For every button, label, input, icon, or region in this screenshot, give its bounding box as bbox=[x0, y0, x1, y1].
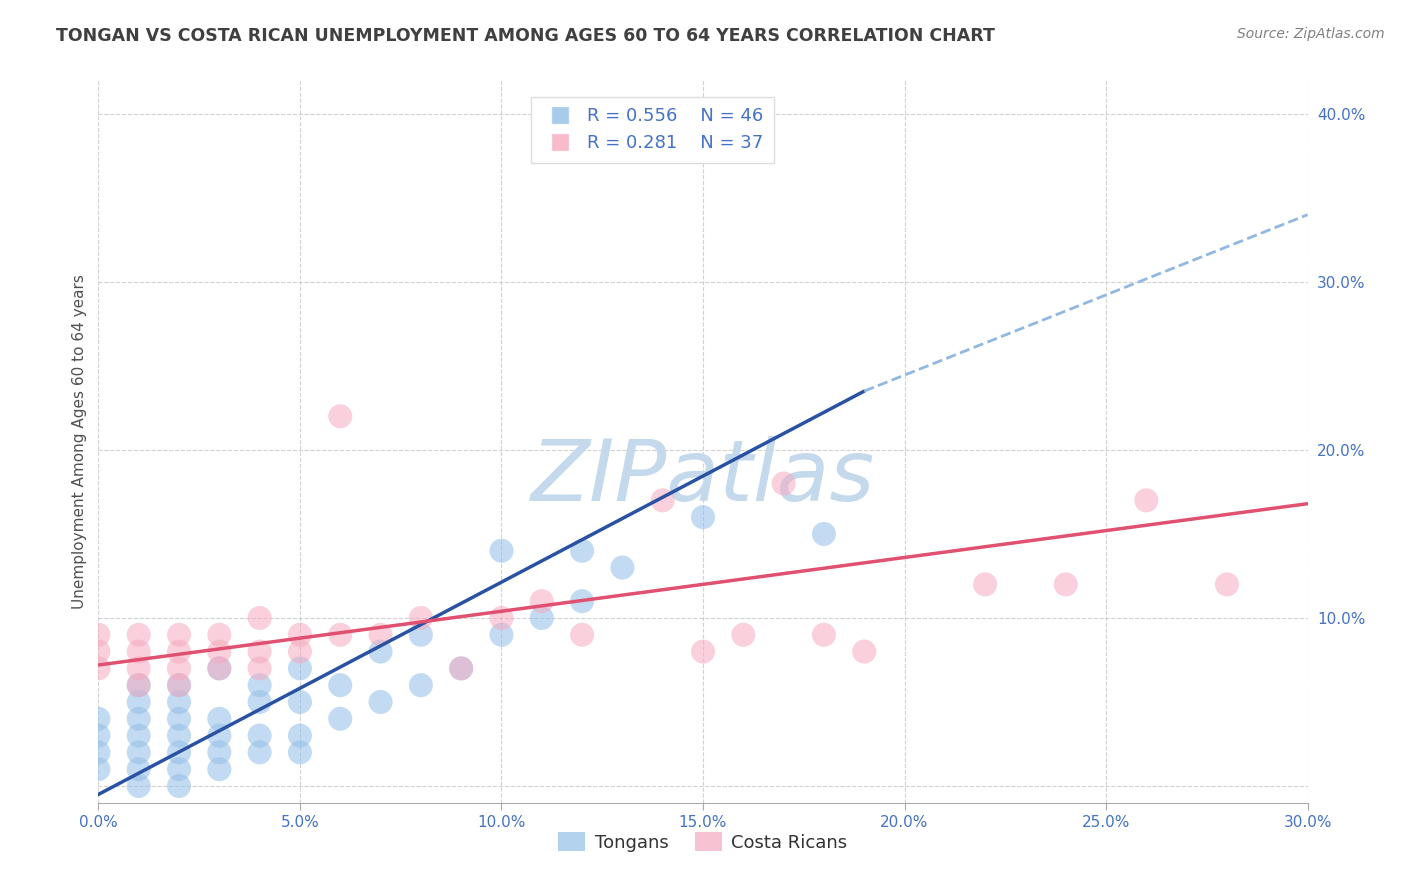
Point bbox=[1135, 493, 1157, 508]
Point bbox=[208, 661, 231, 675]
Legend: Tongans, Costa Ricans: Tongans, Costa Ricans bbox=[551, 825, 855, 859]
Point bbox=[128, 661, 150, 675]
Point bbox=[288, 644, 311, 658]
Point bbox=[208, 661, 231, 675]
Point bbox=[87, 644, 110, 658]
Point bbox=[491, 628, 513, 642]
Point bbox=[288, 628, 311, 642]
Point bbox=[409, 628, 432, 642]
Text: Source: ZipAtlas.com: Source: ZipAtlas.com bbox=[1237, 27, 1385, 41]
Point bbox=[370, 628, 392, 642]
Point bbox=[329, 712, 352, 726]
Point bbox=[692, 510, 714, 524]
Point bbox=[612, 560, 634, 574]
Point bbox=[370, 644, 392, 658]
Point bbox=[167, 678, 190, 692]
Point bbox=[167, 779, 190, 793]
Point bbox=[128, 678, 150, 692]
Point bbox=[87, 661, 110, 675]
Point bbox=[329, 409, 352, 424]
Point bbox=[249, 678, 271, 692]
Point bbox=[167, 644, 190, 658]
Point bbox=[733, 628, 755, 642]
Point bbox=[128, 762, 150, 776]
Point bbox=[87, 628, 110, 642]
Point bbox=[450, 661, 472, 675]
Point bbox=[571, 594, 593, 608]
Point bbox=[128, 729, 150, 743]
Point bbox=[128, 695, 150, 709]
Point bbox=[208, 729, 231, 743]
Point bbox=[530, 594, 553, 608]
Point bbox=[167, 678, 190, 692]
Point bbox=[491, 611, 513, 625]
Point bbox=[1054, 577, 1077, 591]
Point bbox=[571, 543, 593, 558]
Point bbox=[167, 712, 190, 726]
Point bbox=[167, 745, 190, 759]
Point bbox=[128, 628, 150, 642]
Point bbox=[853, 644, 876, 658]
Point bbox=[208, 762, 231, 776]
Point bbox=[813, 527, 835, 541]
Point bbox=[813, 628, 835, 642]
Point bbox=[249, 729, 271, 743]
Point bbox=[974, 577, 997, 591]
Point bbox=[1216, 577, 1239, 591]
Point bbox=[491, 543, 513, 558]
Point bbox=[772, 476, 794, 491]
Point bbox=[249, 611, 271, 625]
Point bbox=[128, 712, 150, 726]
Point bbox=[167, 695, 190, 709]
Point bbox=[87, 762, 110, 776]
Point bbox=[571, 628, 593, 642]
Point bbox=[409, 611, 432, 625]
Point bbox=[530, 611, 553, 625]
Point bbox=[87, 712, 110, 726]
Point bbox=[208, 745, 231, 759]
Point bbox=[128, 745, 150, 759]
Point bbox=[370, 695, 392, 709]
Point bbox=[87, 745, 110, 759]
Point bbox=[329, 678, 352, 692]
Point bbox=[288, 745, 311, 759]
Point bbox=[651, 493, 673, 508]
Point bbox=[249, 745, 271, 759]
Point bbox=[167, 762, 190, 776]
Point bbox=[167, 661, 190, 675]
Point bbox=[167, 729, 190, 743]
Point bbox=[128, 644, 150, 658]
Point bbox=[208, 628, 231, 642]
Point bbox=[692, 644, 714, 658]
Text: TONGAN VS COSTA RICAN UNEMPLOYMENT AMONG AGES 60 TO 64 YEARS CORRELATION CHART: TONGAN VS COSTA RICAN UNEMPLOYMENT AMONG… bbox=[56, 27, 995, 45]
Point bbox=[288, 661, 311, 675]
Point bbox=[249, 695, 271, 709]
Point bbox=[450, 661, 472, 675]
Point bbox=[329, 628, 352, 642]
Point bbox=[128, 678, 150, 692]
Point bbox=[409, 678, 432, 692]
Point bbox=[249, 661, 271, 675]
Point bbox=[288, 695, 311, 709]
Y-axis label: Unemployment Among Ages 60 to 64 years: Unemployment Among Ages 60 to 64 years bbox=[72, 274, 87, 609]
Point bbox=[208, 712, 231, 726]
Point bbox=[208, 644, 231, 658]
Point bbox=[167, 628, 190, 642]
Point bbox=[249, 644, 271, 658]
Text: ZIPatlas: ZIPatlas bbox=[531, 436, 875, 519]
Point bbox=[288, 729, 311, 743]
Point bbox=[87, 729, 110, 743]
Point bbox=[128, 779, 150, 793]
